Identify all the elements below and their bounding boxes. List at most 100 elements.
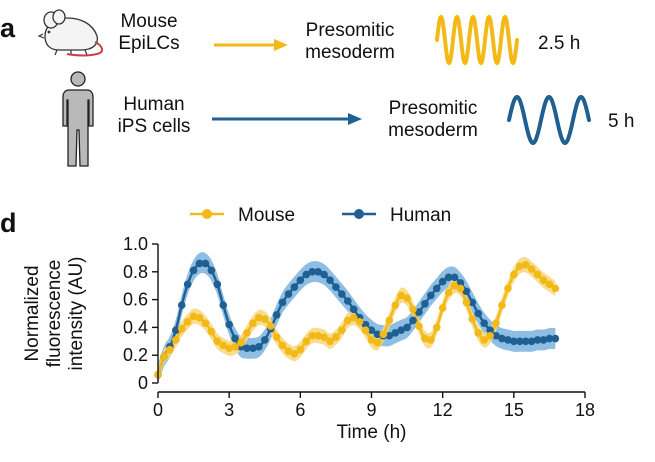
- mouse-data-point: [260, 315, 269, 323]
- mouse-data-point: [480, 336, 488, 344]
- mouse-data-point: [332, 333, 340, 341]
- mouse-data-point: [545, 280, 554, 289]
- mouse-data-point: [213, 337, 222, 346]
- mouse-data-point: [201, 319, 210, 328]
- mouse-data-point: [521, 261, 530, 269]
- mouse-data-point: [225, 344, 233, 353]
- mouse-data-point: [462, 298, 471, 307]
- mouse-data-point: [302, 337, 311, 346]
- mouse-data-point: [255, 313, 263, 322]
- mouse-data-point: [403, 294, 411, 303]
- human-data-point: [278, 298, 287, 307]
- mouse-data-point: [486, 331, 494, 340]
- human-data-point: [231, 334, 239, 343]
- human-data-point: [498, 334, 506, 343]
- mouse-data-point: [515, 262, 524, 271]
- human-data-point: [409, 316, 417, 325]
- human-data-point: [533, 336, 542, 344]
- mouse-data-point: [326, 337, 334, 346]
- x-tick-label: 12: [433, 400, 453, 420]
- mouse-data-point: [171, 336, 180, 344]
- mouse-data-point: [450, 281, 459, 290]
- mouse-data-point: [361, 326, 370, 334]
- chart-legend: Mouse Human: [190, 205, 451, 226]
- mouse-data-point: [338, 326, 346, 334]
- mouse-data-point: [183, 318, 192, 326]
- human-data-point: [225, 320, 233, 329]
- human-data-point: [343, 297, 352, 305]
- human-data-point: [243, 344, 251, 353]
- x-tick-label: 15: [504, 400, 524, 420]
- human-data-point: [450, 273, 459, 282]
- human-data-point: [195, 259, 204, 268]
- human-source-label: Human iPS cells: [117, 94, 191, 137]
- human-data-point: [207, 266, 216, 275]
- mouse-legend-label: Mouse: [238, 205, 295, 226]
- human-data-point: [338, 290, 346, 298]
- human-data-point: [545, 334, 554, 343]
- mouse-data-point: [527, 265, 536, 273]
- human-data-point: [444, 273, 453, 282]
- mouse-data-point: [409, 305, 417, 314]
- mouse-target-label: Presomitic mesoderm: [305, 20, 395, 63]
- human-data-point: [284, 290, 293, 298]
- oscillation-chart: Mouse Human Normalizedfluorescenceintensi…: [22, 205, 595, 443]
- human-data-point: [421, 299, 429, 308]
- mouse-data-point: [391, 301, 400, 309]
- mouse-data-point: [397, 291, 405, 300]
- panel-d-letter: d: [0, 208, 17, 238]
- human-data-point: [510, 337, 518, 346]
- mouse-data-point: [266, 322, 275, 330]
- mouse-data-point: [195, 313, 204, 322]
- human-arrow: [212, 113, 362, 125]
- mouse-data-point: [379, 330, 388, 339]
- human-data-point: [504, 336, 512, 344]
- mouse-data-point: [385, 316, 394, 325]
- mouse-data-point: [415, 322, 423, 330]
- human-data-point: [308, 268, 316, 276]
- mouse-data-point: [320, 333, 328, 341]
- mouse-data-point: [278, 341, 287, 350]
- human-data-point: [249, 344, 257, 353]
- mouse-data-point: [492, 319, 500, 328]
- human-data-point: [314, 268, 322, 276]
- mouse-data-point: [272, 333, 281, 341]
- human-data-point: [521, 337, 530, 346]
- mouse-data-point: [308, 331, 316, 340]
- human-data-point: [260, 336, 269, 344]
- human-data-point: [391, 329, 400, 337]
- human-legend-marker: [354, 209, 364, 219]
- human-data-point: [255, 343, 263, 351]
- mouse-data-point: [432, 323, 441, 332]
- human-data-point: [486, 326, 494, 334]
- human-data-point: [290, 283, 299, 291]
- mouse-arrow: [214, 39, 288, 51]
- human-data-point: [349, 305, 358, 314]
- mouse-data-point: [343, 316, 352, 325]
- mouse-data-point: [474, 329, 483, 337]
- y-tick-label: 0.6: [123, 290, 148, 310]
- x-tick-label: 18: [575, 400, 595, 420]
- human-data-point: [326, 276, 334, 284]
- x-tick-label: 0: [153, 400, 163, 420]
- mouse-data-point: [427, 336, 435, 344]
- mouse-oscillation-wave: [435, 14, 519, 66]
- human-data-point: [361, 320, 370, 329]
- y-axis-label-line: fluorescence: [44, 260, 65, 368]
- human-data-point: [219, 301, 228, 309]
- mouse-source-label: Mouse EpiLCs: [118, 11, 180, 54]
- x-tick-label: 9: [366, 400, 376, 420]
- human-data-point: [468, 298, 477, 307]
- human-data-point: [367, 326, 376, 334]
- mouse-data-point: [373, 338, 382, 347]
- mouse-data-point: [510, 270, 518, 279]
- mouse-period: 2.5 h: [538, 33, 581, 54]
- human-data-point: [462, 287, 471, 296]
- mouse-data-point: [237, 338, 245, 347]
- mouse-data-point: [314, 331, 322, 340]
- human-data-point: [515, 337, 524, 346]
- mouse-data-point: [355, 318, 364, 326]
- human-oscillation-wave: [507, 94, 591, 146]
- human-data-point: [201, 259, 210, 268]
- mouse-data-point: [539, 276, 548, 284]
